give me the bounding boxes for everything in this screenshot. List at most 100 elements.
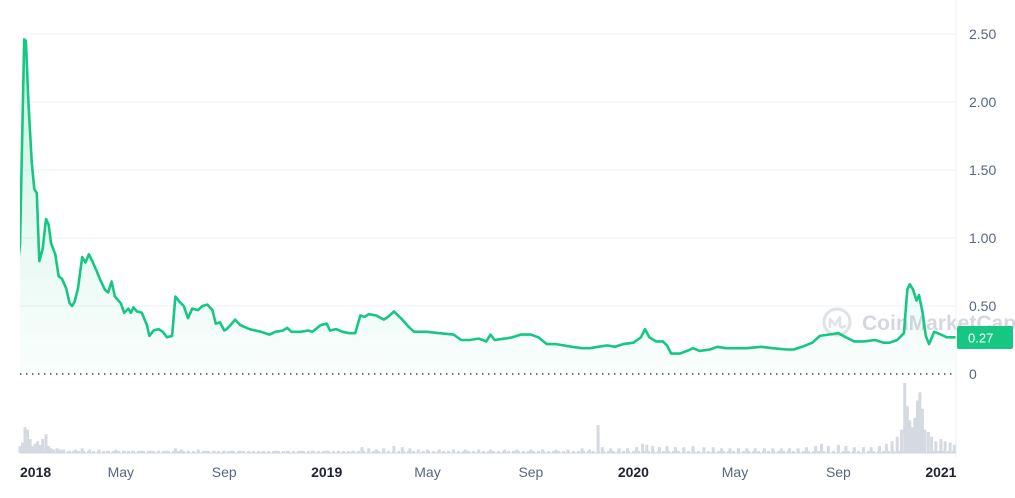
volume-bar xyxy=(317,451,320,453)
volume-bar xyxy=(55,448,59,453)
volume-bar xyxy=(382,451,385,453)
volume-bar xyxy=(408,448,412,453)
volume-bar xyxy=(771,448,775,453)
volume-bar xyxy=(842,451,845,453)
volume-bar xyxy=(407,451,410,453)
volume-bar xyxy=(762,448,766,453)
volume-bar xyxy=(600,447,604,453)
volume-bar xyxy=(707,451,710,453)
volume-bar xyxy=(952,444,956,453)
volume-bar xyxy=(937,451,940,453)
volume-bar xyxy=(857,451,860,453)
volume-bar xyxy=(943,441,947,453)
volume-bar xyxy=(917,451,920,453)
volume-bar xyxy=(367,451,370,453)
coinmarketcap-logo-icon xyxy=(822,307,852,337)
volume-bar xyxy=(62,451,65,453)
volume-bar xyxy=(427,451,430,453)
volume-bar xyxy=(642,451,645,453)
volume-bar xyxy=(417,451,420,453)
volume-bar xyxy=(238,450,242,453)
volume-bar xyxy=(903,383,907,453)
volume-bar xyxy=(242,451,245,453)
volume-bar xyxy=(377,451,380,453)
volume-bar xyxy=(72,451,75,453)
volume-bar xyxy=(167,451,170,453)
volume-bar xyxy=(332,451,335,453)
volume-bar xyxy=(627,451,630,453)
volume-bar xyxy=(820,443,824,453)
volume-bar xyxy=(432,451,435,453)
volume-bar xyxy=(102,451,105,453)
volume-bar xyxy=(41,439,45,453)
volume-bar xyxy=(672,451,675,453)
volume-bar xyxy=(38,444,42,453)
volume-bar xyxy=(717,451,720,453)
volume-bar xyxy=(892,451,895,453)
volume-bar xyxy=(788,448,792,453)
volume-bar xyxy=(287,451,290,453)
volume-bar xyxy=(742,451,745,453)
volume-bar xyxy=(58,449,62,453)
volume-bar xyxy=(622,451,625,453)
volume-bar xyxy=(18,446,22,453)
volume-bar xyxy=(918,392,922,453)
volume-bar xyxy=(515,449,519,453)
volume-bar xyxy=(21,442,24,453)
volume-bar xyxy=(252,451,255,453)
volume-bar xyxy=(899,429,903,453)
y-tick-label: 2.50 xyxy=(969,26,996,42)
volume-bar xyxy=(537,451,540,453)
volume-bar xyxy=(836,444,840,453)
volume-bar xyxy=(757,451,760,453)
volume-bar xyxy=(867,451,870,453)
volume-bar xyxy=(49,448,53,453)
volume-bar xyxy=(587,451,590,453)
volume-bar xyxy=(202,451,205,453)
volume-bar xyxy=(512,451,515,453)
volume-bar xyxy=(112,451,115,453)
volume-bar xyxy=(392,451,395,453)
volume-bar xyxy=(204,450,208,453)
x-tick-label: Sep xyxy=(212,464,237,480)
volume-bar xyxy=(562,451,565,453)
volume-bar xyxy=(31,446,35,453)
volume-bar xyxy=(297,451,300,453)
volume-bar xyxy=(602,451,605,453)
volume-bar xyxy=(527,451,530,453)
volume-bar xyxy=(852,451,855,453)
volume-bar xyxy=(422,451,425,453)
volume-bar xyxy=(737,451,740,453)
volume-bar xyxy=(827,451,830,453)
volume-bar xyxy=(597,451,600,453)
volume-bar xyxy=(745,448,749,453)
volume-bar xyxy=(482,451,485,453)
volume-bar xyxy=(847,451,850,453)
volume-bar xyxy=(792,451,795,453)
volume-bar xyxy=(247,451,250,453)
volume-bar xyxy=(192,451,195,453)
volume-bar xyxy=(529,449,533,453)
volume-bar xyxy=(804,447,808,453)
volume-bar xyxy=(923,429,927,453)
volume-bar xyxy=(462,451,465,453)
volume-bar xyxy=(645,444,649,453)
volume-bar xyxy=(747,451,750,453)
volume-bar xyxy=(796,448,800,453)
volume-bar xyxy=(197,451,200,453)
volume-bar xyxy=(844,446,848,453)
volume-bar xyxy=(934,441,938,453)
volume-bar xyxy=(657,451,660,453)
volume-bar xyxy=(908,420,912,453)
volume-bar xyxy=(869,447,873,453)
volume-bar xyxy=(626,448,629,453)
volume-bar xyxy=(325,450,329,453)
volume-bar xyxy=(299,450,303,453)
volume-bars xyxy=(18,383,956,453)
volume-bar xyxy=(852,447,856,453)
volume-bar xyxy=(702,447,706,453)
volume-bar xyxy=(797,451,800,453)
volume-bar xyxy=(360,447,364,453)
volume-bar xyxy=(22,451,25,453)
x-tick-label: Sep xyxy=(518,464,543,480)
